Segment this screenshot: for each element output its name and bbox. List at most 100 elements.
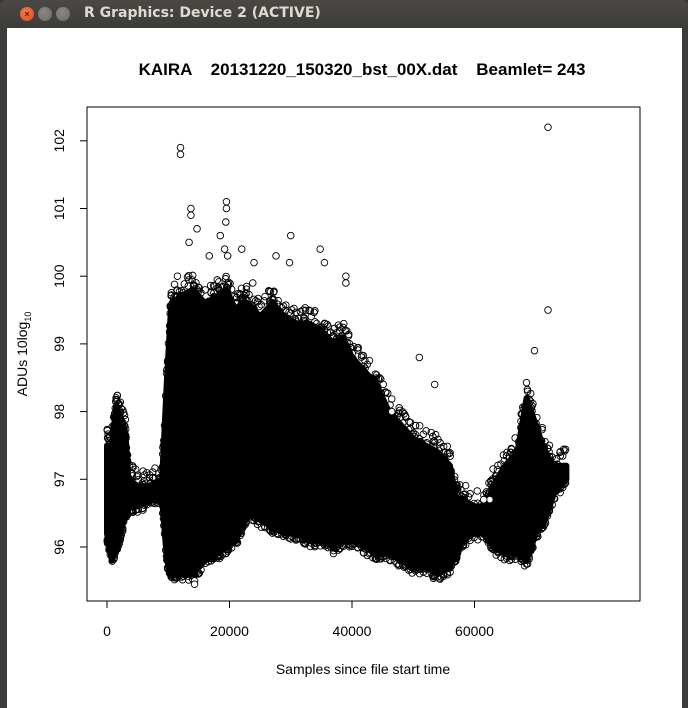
outlier-point (223, 252, 232, 260)
data-point (533, 529, 541, 538)
maximize-window-button[interactable] (56, 7, 70, 21)
y-tick-label: 97 (51, 471, 67, 487)
data-point (340, 319, 348, 328)
data-point (242, 282, 251, 291)
data-point (429, 571, 438, 580)
data-point (386, 401, 394, 409)
data-point (427, 428, 435, 437)
data-point (274, 530, 282, 539)
data-point (108, 422, 116, 431)
data-point (541, 448, 550, 457)
data-point (213, 276, 222, 284)
data-point (117, 404, 125, 413)
data-point (301, 317, 310, 326)
data-point (273, 529, 282, 538)
data-point (239, 294, 247, 303)
data-point (163, 556, 171, 564)
data-point (483, 535, 491, 543)
data-point (167, 573, 176, 581)
data-point (120, 411, 129, 420)
data-point (159, 514, 168, 523)
data-point (104, 434, 112, 443)
data-point (165, 328, 174, 336)
data-point (483, 531, 492, 539)
close-icon: × (24, 9, 30, 19)
data-point (162, 552, 171, 560)
data-point (377, 389, 385, 397)
data-point (541, 437, 549, 446)
data-point (473, 487, 481, 495)
data-point (115, 406, 124, 415)
data-point (422, 564, 430, 573)
data-point (435, 574, 444, 583)
outlier-point (342, 279, 350, 287)
plot-canvas: KAIRA 20131220_150320_bst_00X.dat Beamle… (7, 28, 682, 708)
data-point (305, 306, 314, 315)
outlier-point (415, 353, 424, 362)
data-point (167, 571, 176, 579)
data-point (415, 435, 424, 443)
outlier-point (272, 252, 280, 260)
minimize-window-button[interactable] (38, 7, 52, 21)
data-point (204, 297, 213, 306)
data-point (128, 472, 137, 480)
data-point (266, 522, 274, 530)
data-point (116, 535, 125, 544)
data-point (214, 551, 222, 559)
data-point (548, 453, 556, 461)
data-point (548, 501, 556, 509)
data-point (544, 444, 552, 453)
data-point (192, 279, 200, 287)
data-point (292, 308, 300, 317)
data-point (450, 476, 459, 484)
data-point (224, 278, 233, 287)
data-point (332, 335, 340, 344)
title-bar[interactable]: × R Graphics: Device 2 (ACTIVE) (0, 0, 688, 28)
data-point (525, 552, 533, 561)
data-point (300, 316, 308, 325)
y-tick-label: 102 (51, 129, 67, 153)
data-point (523, 556, 532, 565)
data-point (287, 535, 295, 543)
data-point (270, 287, 278, 296)
data-point (397, 556, 405, 565)
data-point (223, 284, 232, 292)
data-point (138, 504, 147, 512)
data-point (274, 296, 282, 305)
data-point (387, 552, 396, 561)
close-window-button[interactable]: × (20, 7, 34, 21)
y-axis: 96 97 98 99 100 101 102 (51, 129, 88, 555)
data-point (158, 499, 167, 508)
data-point (348, 349, 356, 358)
data-point (545, 452, 554, 461)
data-point (386, 556, 394, 565)
data-point (222, 283, 231, 291)
data-point (485, 537, 493, 545)
data-point (157, 474, 165, 482)
x-axis-label: Samples since file start time (276, 661, 450, 677)
data-point (491, 546, 500, 554)
outlier-point (486, 495, 494, 504)
data-point (201, 286, 209, 294)
data-point (109, 555, 118, 564)
data-point (109, 413, 118, 421)
data-point (140, 471, 149, 479)
data-point (214, 283, 222, 291)
data-point (165, 322, 174, 330)
x-tick-label: 0 (103, 623, 111, 639)
outlier-point (237, 245, 246, 253)
data-point (544, 509, 552, 517)
data-point (177, 286, 186, 295)
outlier-point (176, 150, 185, 159)
data-point (453, 481, 461, 489)
data-point (461, 541, 470, 549)
data-point (123, 457, 132, 465)
data-point (156, 473, 164, 482)
outlier-point (176, 143, 185, 152)
data-point (115, 536, 124, 545)
data-point (523, 560, 532, 568)
data-point (344, 332, 353, 340)
data-point (372, 555, 381, 564)
outlier-point (216, 231, 225, 240)
data-point (163, 365, 171, 374)
